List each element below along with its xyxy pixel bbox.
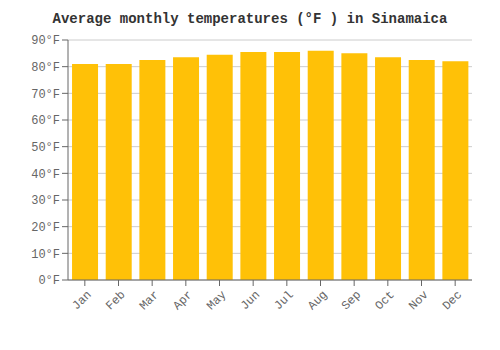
svg-text:50°F: 50°F (31, 141, 60, 155)
svg-text:10°F: 10°F (31, 248, 60, 262)
svg-text:Apr: Apr (171, 288, 196, 313)
svg-text:80°F: 80°F (31, 61, 60, 75)
svg-text:40°F: 40°F (31, 168, 60, 182)
svg-text:Aug: Aug (305, 288, 330, 313)
svg-text:May: May (204, 288, 229, 313)
html-text:Average monthly temperatures (: Average monthly temperatures (°F ) in Si… (52, 11, 448, 27)
svg-text:Jan: Jan (70, 288, 95, 313)
svg-text:Nov: Nov (406, 288, 431, 313)
svg-text:70°F: 70°F (31, 88, 60, 102)
svg-text:30°F: 30°F (31, 194, 60, 208)
svg-text:90°F: 90°F (31, 34, 60, 48)
svg-text:Feb: Feb (103, 288, 128, 313)
svg-text:Jul: Jul (272, 288, 297, 313)
svg-text:Dec: Dec (440, 288, 465, 313)
svg-text:0°F: 0°F (38, 274, 60, 288)
svg-text:Jun: Jun (238, 288, 263, 313)
svg-text:60°F: 60°F (31, 114, 60, 128)
svg-text:Mar: Mar (137, 288, 162, 313)
svg-text:Sep: Sep (339, 288, 364, 313)
svg-text:Oct: Oct (373, 288, 398, 313)
svg-text:20°F: 20°F (31, 221, 60, 235)
